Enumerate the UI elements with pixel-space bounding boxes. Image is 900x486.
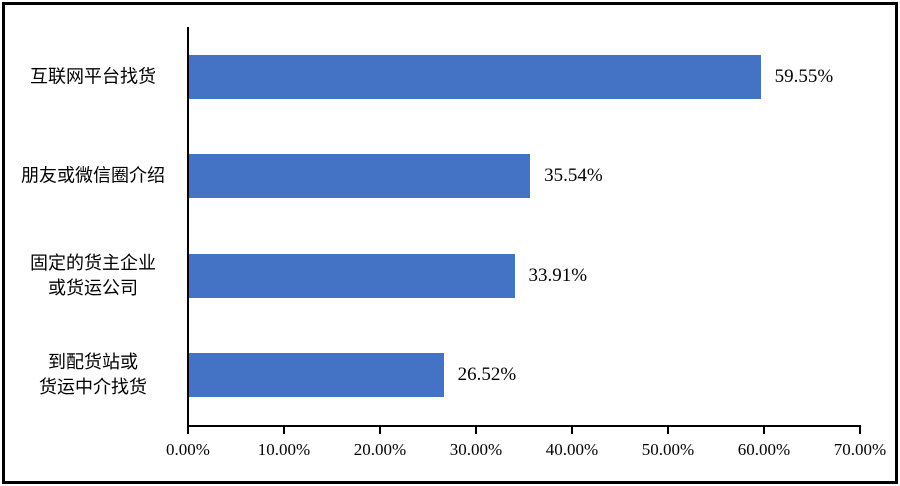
x-axis-tick <box>667 427 669 434</box>
bar <box>189 54 761 99</box>
x-axis-tick-label: 20.00% <box>353 440 407 459</box>
data-label: 26.52% <box>457 364 517 386</box>
x-axis-tick <box>475 427 477 434</box>
x-axis-tick <box>187 427 189 434</box>
x-axis-line <box>187 425 861 427</box>
category-label: 到配货站或 货运中介找货 <box>39 352 147 398</box>
y-axis-line <box>187 27 189 427</box>
category-label: 固定的货主企业 或货运公司 <box>30 252 156 298</box>
bar <box>189 253 515 298</box>
x-axis-tick-label: 30.00% <box>449 440 503 459</box>
x-axis-tick-label: 0.00% <box>166 440 210 459</box>
x-axis-tick <box>379 427 381 434</box>
x-axis-tick-label: 10.00% <box>257 440 311 459</box>
category-label: 朋友或微信圈介绍 <box>21 165 165 186</box>
category-label: 互联网平台找货 <box>30 66 156 87</box>
bar <box>189 154 531 199</box>
data-label: 33.91% <box>528 264 588 286</box>
data-label: 59.55% <box>774 65 834 87</box>
x-axis-tick-label: 40.00% <box>545 440 599 459</box>
x-axis-tick-label: 60.00% <box>737 440 791 459</box>
data-label: 35.54% <box>544 165 603 187</box>
x-axis-tick <box>571 427 573 434</box>
x-axis-tick <box>763 427 765 434</box>
bar <box>189 353 444 398</box>
x-axis-tick <box>859 427 861 434</box>
x-axis-tick <box>283 427 285 434</box>
x-axis-tick-label: 70.00% <box>833 440 887 459</box>
x-axis-tick-label: 50.00% <box>641 440 695 459</box>
